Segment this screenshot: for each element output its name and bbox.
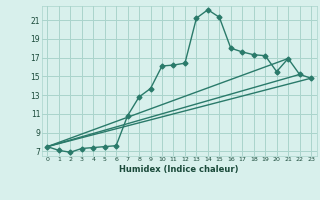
X-axis label: Humidex (Indice chaleur): Humidex (Indice chaleur)	[119, 165, 239, 174]
